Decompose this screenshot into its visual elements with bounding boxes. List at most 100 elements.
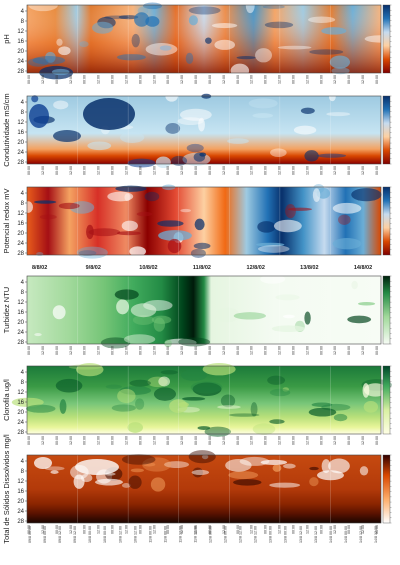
contour-patch bbox=[164, 461, 190, 468]
y-tick-label: 28 bbox=[17, 251, 24, 257]
bottom-datetime-label: 14/8 00:00 bbox=[329, 526, 333, 543]
contour-patch bbox=[23, 201, 33, 213]
contour-patch bbox=[217, 405, 241, 409]
contour-patch bbox=[159, 45, 172, 51]
x-tick-label: 00:00 bbox=[138, 346, 142, 355]
contour-patch bbox=[275, 294, 300, 301]
x-tick-label: 00:00 bbox=[208, 166, 212, 175]
contour-patch bbox=[130, 468, 144, 473]
y-tick-label: 8 bbox=[21, 469, 25, 475]
y-tick-label: 20 bbox=[17, 140, 24, 146]
contour-patch bbox=[155, 156, 171, 169]
contour-patch bbox=[120, 131, 145, 143]
x-tick-label: 00:00 bbox=[319, 525, 323, 534]
x-tick-label: 00:00 bbox=[138, 166, 142, 175]
contour-patch bbox=[59, 399, 67, 414]
x-tick-label: 12:00 bbox=[180, 75, 184, 84]
contour-patch bbox=[88, 228, 121, 237]
contour-patch bbox=[118, 15, 139, 20]
y-tick-label: 12 bbox=[17, 479, 24, 485]
x-tick-label: 12:00 bbox=[69, 346, 73, 355]
bottom-datetime-label: 14/8 12:00 bbox=[374, 526, 378, 543]
y-tick-label: 20 bbox=[17, 320, 24, 326]
y-tick-label: 16 bbox=[17, 400, 24, 406]
contour-patch bbox=[170, 155, 188, 166]
x-tick-label: 12:00 bbox=[180, 346, 184, 355]
x-tick-label: 12:00 bbox=[97, 436, 101, 445]
contour-patch bbox=[283, 314, 295, 319]
y-tick-label: 20 bbox=[17, 231, 24, 237]
y-tick-label: 12 bbox=[17, 211, 24, 217]
contour-patch bbox=[79, 41, 89, 48]
x-tick-label: 12:00 bbox=[124, 525, 128, 534]
bottom-datetime-label: 09/8 00:00 bbox=[43, 526, 47, 543]
contour-patch bbox=[271, 325, 306, 333]
contour-patch bbox=[136, 211, 153, 217]
contour-patch bbox=[283, 463, 296, 469]
x-tick-label: 00:00 bbox=[291, 525, 295, 534]
contour-patch bbox=[332, 238, 362, 250]
x-tick-label: 00:00 bbox=[83, 166, 87, 175]
contour-patch bbox=[177, 337, 211, 347]
panel-6: Total de Sólidos Dissolvidos mg/l 4 8 12 16 2… bbox=[2, 434, 392, 544]
contour-patch bbox=[58, 46, 71, 56]
contour-patch bbox=[55, 378, 83, 393]
contour-patch bbox=[132, 315, 155, 326]
x-tick-label: 12:00 bbox=[97, 166, 101, 175]
contour-patch bbox=[202, 363, 236, 376]
x-tick-label: 00:00 bbox=[291, 166, 295, 175]
x-tick-label: 00:00 bbox=[208, 436, 212, 445]
x-tick-label: 12:00 bbox=[250, 75, 254, 84]
y-axis-label: Turbidez NTU bbox=[2, 287, 11, 333]
x-tick-label: 00:00 bbox=[319, 166, 323, 175]
y-axis-label: Potencial redox mV bbox=[2, 188, 11, 253]
bottom-datetime-label: 10/8 00:00 bbox=[88, 526, 92, 543]
x-tick-label: 00:00 bbox=[347, 436, 351, 445]
contour-patch bbox=[116, 231, 141, 236]
contour-patch bbox=[351, 188, 382, 202]
date-label: 8/8/02 bbox=[32, 265, 47, 271]
contour-patch bbox=[255, 48, 272, 63]
bottom-datetime-label: 13/8 12:00 bbox=[314, 526, 318, 543]
bottom-datetime-ticks: 09/8 00:00 09/8 00:00 09/8 12:00 09/8 12:00… bbox=[28, 526, 378, 543]
x-tick-label: 00:00 bbox=[83, 346, 87, 355]
bottom-datetime-label: 10/8 12:00 bbox=[133, 526, 137, 543]
contour-patch bbox=[257, 221, 276, 233]
x-tick-label: 12:00 bbox=[41, 75, 45, 84]
contour-patch bbox=[58, 202, 80, 210]
x-tick-label: 00:00 bbox=[111, 346, 115, 355]
x-tick-label: 12:00 bbox=[305, 436, 309, 445]
heatmap-field bbox=[27, 276, 381, 344]
contour-patch bbox=[180, 208, 191, 213]
x-tick-label: 12:00 bbox=[152, 436, 156, 445]
contour-patch bbox=[186, 143, 204, 153]
bottom-datetime-label: 09/8 12:00 bbox=[73, 526, 77, 543]
contour-patch bbox=[95, 478, 123, 486]
x-tick-label: 12:00 bbox=[152, 75, 156, 84]
y-tick-label: 28 bbox=[17, 340, 24, 346]
contour-patch bbox=[304, 150, 319, 162]
x-tick-label: 12:00 bbox=[97, 525, 101, 534]
contour-patch bbox=[316, 153, 347, 158]
contour-patch bbox=[92, 21, 114, 34]
contour-patch bbox=[164, 339, 172, 348]
contour-patch bbox=[188, 15, 198, 26]
x-tick-label: 00:00 bbox=[347, 346, 351, 355]
x-tick-label: 12:00 bbox=[222, 75, 226, 84]
x-tick-label: 12:00 bbox=[69, 75, 73, 84]
contour-patch bbox=[309, 466, 319, 471]
bottom-datetime-label: 12/8 12:00 bbox=[254, 526, 258, 543]
contour-patch bbox=[308, 407, 337, 417]
colorbar bbox=[382, 275, 391, 345]
contour-patch bbox=[317, 470, 344, 481]
contour-patch bbox=[144, 191, 160, 202]
date-label: 10/8/02 bbox=[139, 265, 157, 271]
contour-patch bbox=[272, 464, 282, 472]
contour-patch bbox=[160, 370, 178, 375]
contour-patch bbox=[182, 396, 206, 401]
bottom-datetime-label: 13/8 12:00 bbox=[299, 526, 303, 543]
bottom-datetime-label: 14/8 00:00 bbox=[344, 526, 348, 543]
x-tick-label: 12:00 bbox=[278, 75, 282, 84]
y-tick-label: 12 bbox=[17, 29, 24, 35]
contour-patch bbox=[143, 462, 156, 467]
